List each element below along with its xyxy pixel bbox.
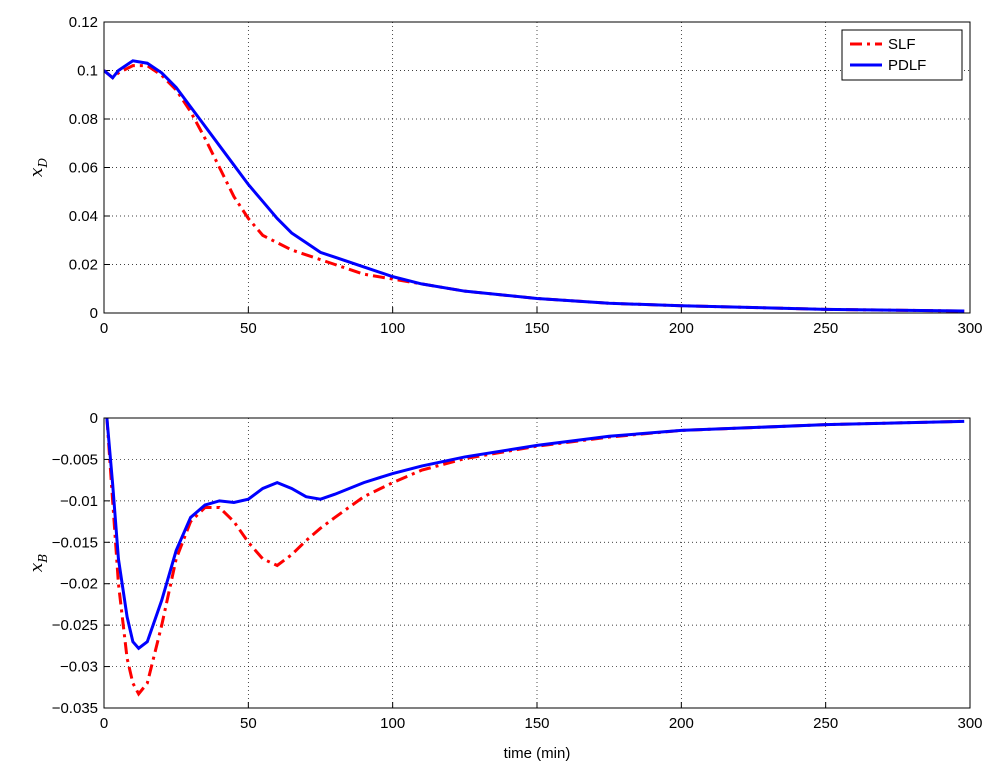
y-tick-label: −0.035 xyxy=(52,700,98,717)
x-tick-label: 100 xyxy=(380,320,405,337)
y-tick-label: 0.1 xyxy=(77,63,98,80)
y-tick-label: −0.03 xyxy=(60,659,98,676)
x-tick-label: 200 xyxy=(669,320,694,337)
y-tick-label: −0.02 xyxy=(60,576,98,593)
series-line xyxy=(104,64,965,313)
x-tick-label: 250 xyxy=(813,320,838,337)
y-axis-label-base: x xyxy=(27,167,47,177)
legend-label: PDLF xyxy=(888,57,926,74)
y-axis-label: xD xyxy=(27,158,50,178)
series-line xyxy=(104,59,965,313)
y-axis-label-sub: D xyxy=(36,158,50,169)
axes-frame xyxy=(103,417,971,709)
y-tick-label: 0.06 xyxy=(69,160,98,177)
y-axis-label-sub: B xyxy=(36,554,50,564)
x-tick-label: 50 xyxy=(240,715,257,732)
x-tick-label: 250 xyxy=(813,715,838,732)
y-tick-label: −0.015 xyxy=(52,534,98,551)
y-tick-label: 0 xyxy=(90,410,98,427)
x-tick-label: 0 xyxy=(100,320,108,337)
x-tick-label: 300 xyxy=(957,715,982,732)
y-axis-label: xB xyxy=(27,554,50,573)
x-tick-label: 150 xyxy=(524,715,549,732)
y-tick-label: −0.01 xyxy=(60,493,98,510)
axes-frame xyxy=(103,21,971,314)
y-tick-label: 0.04 xyxy=(69,208,98,225)
y-tick-label: 0.02 xyxy=(69,257,98,274)
y-tick-label: −0.005 xyxy=(52,451,98,468)
y-tick-label: 0.08 xyxy=(69,111,98,128)
y-tick-label: 0.12 xyxy=(69,14,98,31)
x-tick-label: 150 xyxy=(524,320,549,337)
y-tick-label: 0 xyxy=(90,305,98,322)
y-axis-label-base: x xyxy=(27,562,47,572)
legend-box xyxy=(841,29,963,81)
x-tick-label: 0 xyxy=(100,715,108,732)
x-tick-label: 300 xyxy=(957,320,982,337)
x-tick-label: 50 xyxy=(240,320,257,337)
x-axis-label: time (min) xyxy=(504,745,571,762)
x-tick-label: 200 xyxy=(669,715,694,732)
y-tick-label: −0.025 xyxy=(52,617,98,634)
series-line xyxy=(105,418,965,651)
x-tick-label: 100 xyxy=(380,715,405,732)
legend-label: SLF xyxy=(888,36,916,53)
